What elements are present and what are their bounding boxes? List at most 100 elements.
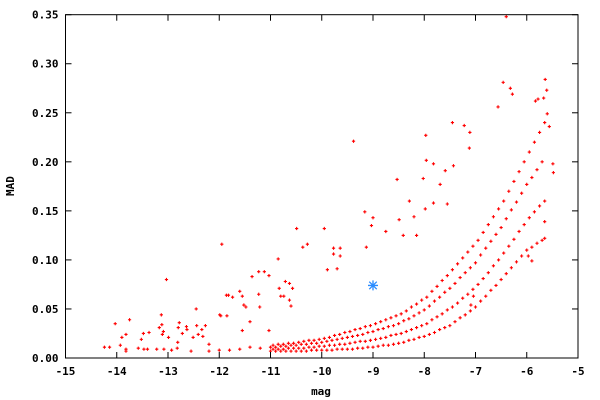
data-point: [276, 342, 280, 346]
data-point: [530, 175, 534, 180]
data-point: [317, 337, 321, 341]
data-point: [514, 260, 519, 264]
data-point: [343, 330, 347, 335]
data-point: [366, 330, 370, 335]
data-point: [381, 326, 385, 331]
data-point: [517, 229, 521, 234]
data-point: [412, 314, 416, 318]
data-point: [356, 333, 360, 338]
data-point: [371, 329, 375, 334]
data-point: [440, 312, 444, 316]
data-point: [468, 309, 472, 313]
data-point: [242, 303, 246, 307]
data-point: [307, 338, 311, 342]
data-point: [448, 286, 452, 290]
data-point: [320, 340, 324, 344]
data-point: [161, 329, 165, 334]
data-point: [384, 318, 388, 322]
data-point: [455, 262, 460, 266]
data-point: [145, 347, 150, 351]
data-point: [407, 317, 411, 321]
data-point: [118, 343, 122, 347]
data-point: [543, 236, 547, 240]
data-point: [471, 287, 475, 291]
data-point: [412, 337, 416, 341]
data-point: [458, 316, 462, 320]
data-point: [522, 223, 526, 227]
data-point: [302, 339, 306, 343]
data-point: [240, 328, 244, 333]
data-point: [451, 164, 456, 168]
data-point: [286, 346, 291, 350]
data-point: [517, 170, 521, 174]
data-point: [287, 281, 292, 286]
data-point: [238, 347, 242, 351]
data-point: [356, 346, 360, 350]
data-point: [445, 308, 449, 312]
data-point: [479, 299, 483, 303]
data-point: [530, 245, 534, 249]
data-point: [304, 342, 308, 346]
data-point: [476, 238, 480, 242]
data-point: [440, 278, 444, 283]
data-point: [287, 298, 292, 302]
data-point: [384, 229, 388, 234]
data-point: [414, 325, 419, 330]
x-tick-label: -7: [469, 365, 482, 378]
y-axis-title: MAD: [4, 176, 17, 196]
data-point: [525, 248, 529, 252]
data-point: [180, 331, 184, 336]
data-point: [271, 347, 275, 351]
data-point: [335, 347, 339, 351]
data-point: [368, 338, 373, 342]
data-point: [461, 256, 465, 260]
data-point: [185, 327, 189, 332]
data-point: [191, 335, 195, 340]
data-point: [473, 305, 478, 309]
data-point: [107, 345, 112, 349]
data-point: [435, 315, 439, 319]
data-point: [468, 130, 472, 135]
data-point: [458, 275, 462, 280]
data-point: [207, 349, 211, 353]
data-point: [159, 313, 163, 317]
data-point: [299, 342, 303, 346]
data-point: [379, 320, 383, 324]
data-point: [425, 295, 429, 299]
data-point: [373, 337, 378, 341]
data-point: [499, 225, 503, 230]
data-point: [141, 331, 145, 336]
data-point: [358, 326, 362, 331]
data-point: [335, 337, 339, 341]
data-point: [238, 289, 242, 293]
data-point: [290, 286, 295, 290]
data-point: [496, 207, 501, 211]
data-point: [379, 336, 383, 340]
data-point: [535, 168, 539, 172]
data-point: [200, 327, 204, 332]
data-point: [312, 345, 316, 349]
data-point: [473, 261, 478, 265]
data-point: [435, 284, 439, 288]
data-point: [271, 343, 275, 347]
data-point: [279, 344, 283, 348]
data-point: [358, 339, 362, 343]
data-point: [184, 325, 189, 329]
data-point: [284, 344, 288, 348]
data-point: [386, 325, 390, 329]
data-point: [491, 264, 496, 268]
data-point: [514, 200, 519, 204]
data-point: [315, 341, 319, 345]
y-tick-label: 0.25: [32, 107, 59, 120]
data-point: [424, 158, 428, 162]
data-point: [160, 332, 164, 337]
data-point: [389, 316, 393, 320]
data-point: [353, 327, 357, 332]
data-point: [317, 344, 321, 348]
data-point: [244, 305, 248, 309]
data-point: [545, 112, 549, 116]
data-point: [489, 288, 493, 292]
data-point: [350, 347, 355, 351]
y-tick-label: 0.20: [32, 156, 59, 169]
